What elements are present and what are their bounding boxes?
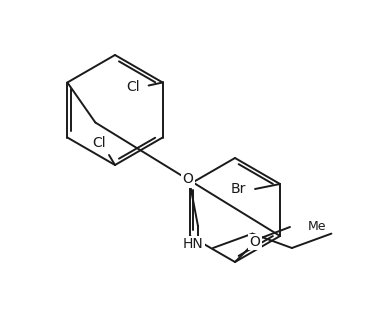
Text: Br: Br xyxy=(230,182,246,196)
Text: Cl: Cl xyxy=(92,136,106,150)
Text: O: O xyxy=(182,172,193,186)
Text: HN: HN xyxy=(183,237,203,251)
Text: O: O xyxy=(250,235,260,249)
Text: Cl: Cl xyxy=(126,81,139,94)
Text: Me: Me xyxy=(308,220,326,234)
